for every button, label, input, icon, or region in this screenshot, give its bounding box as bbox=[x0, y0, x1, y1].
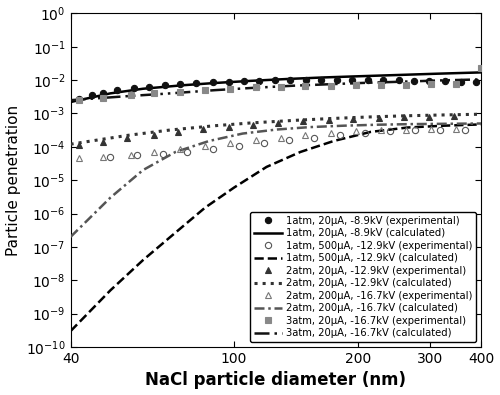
Legend: 1atm, 20μA, -8.9kV (experimental), 1atm, 20μA, -8.9kV (calculated), 1atm, 500μA,: 1atm, 20μA, -8.9kV (experimental), 1atm,… bbox=[250, 212, 476, 342]
X-axis label: NaCl particle diameter (nm): NaCl particle diameter (nm) bbox=[146, 371, 406, 389]
Y-axis label: Particle penetration: Particle penetration bbox=[6, 105, 20, 256]
